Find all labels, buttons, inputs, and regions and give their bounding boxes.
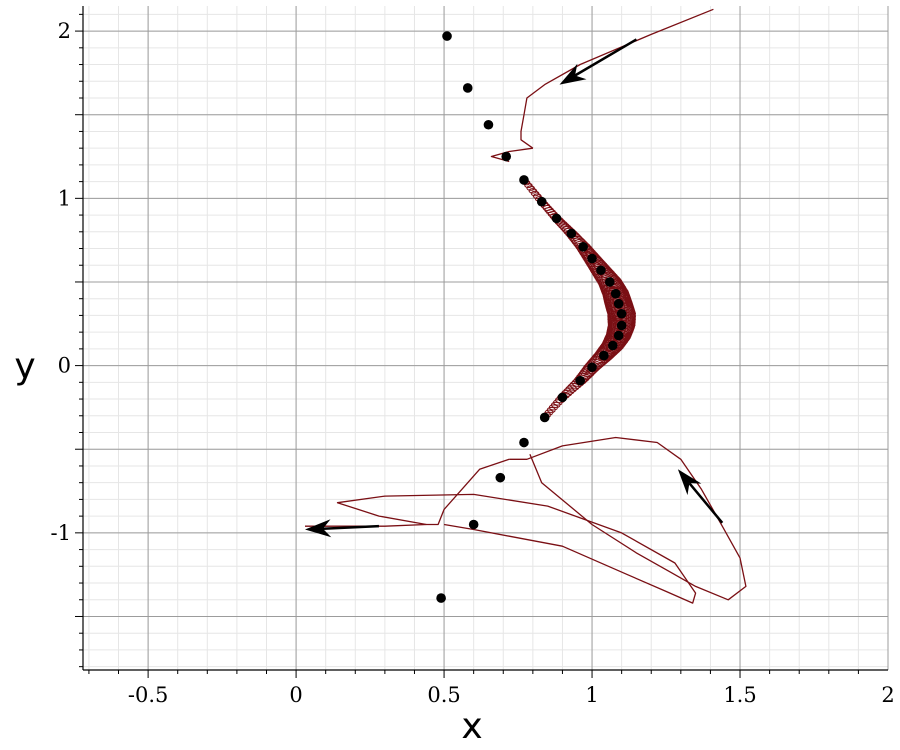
y-axis-label: y	[14, 346, 35, 387]
data-point-4	[519, 175, 529, 185]
data-point-19	[587, 362, 597, 373]
data-point-22	[539, 412, 550, 423]
y-tick-label: 2	[58, 19, 71, 43]
data-point-20	[575, 375, 586, 386]
data-point-9	[587, 253, 597, 264]
x-tick-label: -0.5	[128, 683, 169, 707]
data-point-12	[610, 288, 621, 299]
data-point-25	[468, 519, 479, 530]
data-point-26	[436, 593, 446, 603]
arrow-layer	[305, 38, 724, 538]
arrow-shaft-1	[688, 482, 724, 524]
data-point-10	[596, 265, 606, 276]
trajectory-curve-2	[509, 436, 747, 601]
trajectory-curve-0	[520, 8, 714, 149]
arrow-shaft-2	[322, 524, 380, 530]
data-point-1	[462, 83, 473, 93]
x-tick-label: 1	[585, 683, 598, 707]
trajectory-curve-4	[336, 493, 697, 604]
x-tick-label: 0	[289, 683, 302, 707]
data-point-6	[551, 213, 562, 224]
arrow-head-0	[559, 63, 587, 85]
data-point-2	[483, 119, 494, 130]
data-point-11	[605, 277, 615, 287]
data-point-8	[578, 242, 588, 252]
y-tick-labels: -1 0 1 2	[51, 19, 71, 545]
y-tick-label: -1	[51, 521, 71, 545]
arrow-head-2	[305, 519, 332, 538]
data-point-0	[442, 31, 452, 41]
arrow-head-1	[677, 469, 702, 496]
data-point-24	[495, 472, 506, 483]
data-point-15	[616, 320, 627, 331]
data-point-23	[519, 437, 529, 448]
data-point-17	[607, 340, 618, 351]
trajectory-curve-1	[490, 147, 533, 163]
x-tick-labels: -0.5 0 0.5 1 1.5 2	[128, 683, 895, 707]
data-point-18	[599, 350, 609, 361]
data-point-14	[616, 308, 627, 319]
data-point-13	[613, 298, 624, 309]
x-tick-label: 1.5	[723, 683, 756, 707]
x-axis-label: x	[461, 706, 482, 747]
y-tick-label: 1	[58, 186, 71, 210]
arrow-shaft-0	[574, 38, 638, 77]
grid-major	[83, 6, 889, 670]
frame-layer	[75, 6, 888, 678]
grid-minor	[83, 6, 888, 670]
data-point-5	[536, 196, 547, 207]
data-point-21	[557, 392, 568, 403]
x-tick-label: 0.5	[427, 683, 460, 707]
data-point-3	[501, 151, 512, 162]
x-tick-label: 2	[881, 683, 894, 707]
point-layer	[436, 31, 627, 603]
data-point-7	[566, 228, 577, 239]
data-point-16	[613, 330, 624, 341]
y-tick-label: 0	[58, 354, 71, 378]
